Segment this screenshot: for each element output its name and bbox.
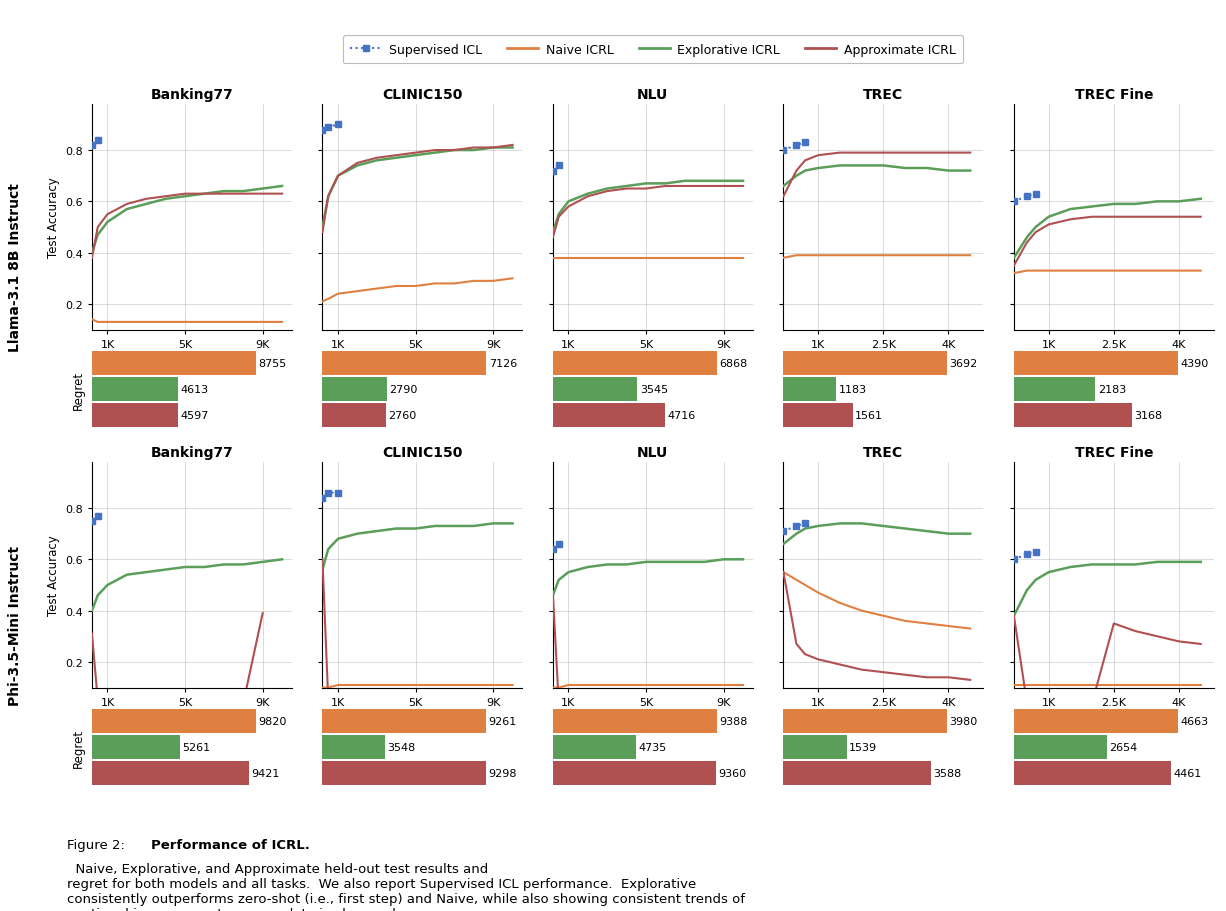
Text: 4390: 4390: [1181, 359, 1209, 369]
Bar: [322, 404, 386, 428]
Text: 2183: 2183: [1097, 384, 1125, 394]
Text: 2760: 2760: [389, 411, 417, 421]
Bar: [92, 709, 256, 733]
Bar: [783, 377, 836, 402]
Text: Performance of ICRL.: Performance of ICRL.: [151, 838, 310, 851]
Bar: [92, 377, 178, 402]
Text: 9421: 9421: [251, 768, 280, 778]
Bar: [92, 735, 180, 760]
Bar: [783, 709, 948, 733]
Title: CLINIC150: CLINIC150: [383, 88, 462, 102]
Text: 1561: 1561: [855, 411, 883, 421]
X-axis label: Step: Step: [870, 354, 896, 368]
Bar: [783, 735, 847, 760]
X-axis label: Step: Step: [1101, 354, 1127, 368]
Text: 2654: 2654: [1110, 742, 1138, 752]
Text: 9360: 9360: [718, 768, 747, 778]
Bar: [322, 735, 385, 760]
Text: 7126: 7126: [489, 359, 517, 369]
Bar: [1014, 761, 1171, 785]
X-axis label: Step: Step: [409, 712, 435, 725]
Legend: Supervised ICL, Naive ICRL, Explorative ICRL, Approximate ICRL: Supervised ICL, Naive ICRL, Explorative …: [342, 36, 964, 64]
Bar: [1014, 709, 1178, 733]
Bar: [553, 735, 635, 760]
Text: 3548: 3548: [387, 742, 416, 752]
Bar: [783, 352, 948, 375]
Text: Regret: Regret: [72, 728, 86, 767]
Title: NLU: NLU: [638, 445, 668, 460]
Bar: [553, 377, 638, 402]
Bar: [322, 377, 386, 402]
Bar: [553, 404, 666, 428]
Bar: [322, 709, 485, 733]
Bar: [1014, 735, 1107, 760]
Title: CLINIC150: CLINIC150: [383, 445, 462, 460]
Title: TREC Fine: TREC Fine: [1074, 88, 1154, 102]
Text: 4663: 4663: [1181, 716, 1209, 726]
Bar: [1014, 404, 1132, 428]
Text: 8755: 8755: [259, 359, 287, 369]
Bar: [783, 761, 931, 785]
Text: Llama-3.1 8B Instruct: Llama-3.1 8B Instruct: [7, 183, 22, 352]
Text: 9261: 9261: [488, 716, 516, 726]
Title: NLU: NLU: [638, 88, 668, 102]
Text: 1539: 1539: [850, 742, 878, 752]
Bar: [92, 352, 256, 375]
Text: 4716: 4716: [668, 411, 696, 421]
Text: Figure 2:: Figure 2:: [67, 838, 130, 851]
Title: Banking77: Banking77: [151, 88, 233, 102]
Bar: [322, 352, 487, 375]
X-axis label: Step: Step: [870, 712, 896, 725]
Title: TREC: TREC: [863, 88, 904, 102]
Text: Naive, Explorative, and Approximate held-out test results and
regret for both mo: Naive, Explorative, and Approximate held…: [67, 862, 745, 911]
Bar: [92, 404, 178, 428]
Text: 4461: 4461: [1173, 768, 1201, 778]
Bar: [553, 352, 717, 375]
Title: TREC Fine: TREC Fine: [1074, 445, 1154, 460]
X-axis label: Step: Step: [640, 354, 666, 368]
Text: 1183: 1183: [839, 384, 867, 394]
Bar: [553, 761, 716, 785]
Text: 2790: 2790: [389, 384, 417, 394]
X-axis label: Step: Step: [179, 712, 205, 725]
Bar: [553, 709, 717, 733]
Text: Phi-3.5-Mini Instruct: Phi-3.5-Mini Instruct: [7, 545, 22, 705]
Text: Regret: Regret: [72, 370, 86, 409]
Bar: [322, 761, 487, 785]
Text: 3692: 3692: [950, 359, 978, 369]
Text: 3980: 3980: [950, 716, 978, 726]
X-axis label: Step: Step: [640, 712, 666, 725]
Text: 3168: 3168: [1134, 411, 1162, 421]
Y-axis label: Test Accuracy: Test Accuracy: [47, 177, 60, 258]
Bar: [783, 404, 852, 428]
X-axis label: Step: Step: [409, 354, 435, 368]
Title: TREC: TREC: [863, 445, 904, 460]
Title: Banking77: Banking77: [151, 445, 233, 460]
Text: 4735: 4735: [638, 742, 666, 752]
Bar: [1014, 352, 1178, 375]
Text: 5261: 5261: [183, 742, 211, 752]
Y-axis label: Test Accuracy: Test Accuracy: [47, 535, 60, 616]
Text: 6868: 6868: [720, 359, 748, 369]
Bar: [1014, 377, 1095, 402]
X-axis label: Step: Step: [179, 354, 205, 368]
Text: 4613: 4613: [180, 384, 208, 394]
Text: 3545: 3545: [640, 384, 668, 394]
Text: 3588: 3588: [933, 768, 961, 778]
Bar: [92, 761, 249, 785]
Text: 9298: 9298: [489, 768, 517, 778]
Text: 4597: 4597: [180, 411, 208, 421]
X-axis label: Step: Step: [1101, 712, 1127, 725]
Text: 9820: 9820: [259, 716, 287, 726]
Text: 9388: 9388: [720, 716, 748, 726]
